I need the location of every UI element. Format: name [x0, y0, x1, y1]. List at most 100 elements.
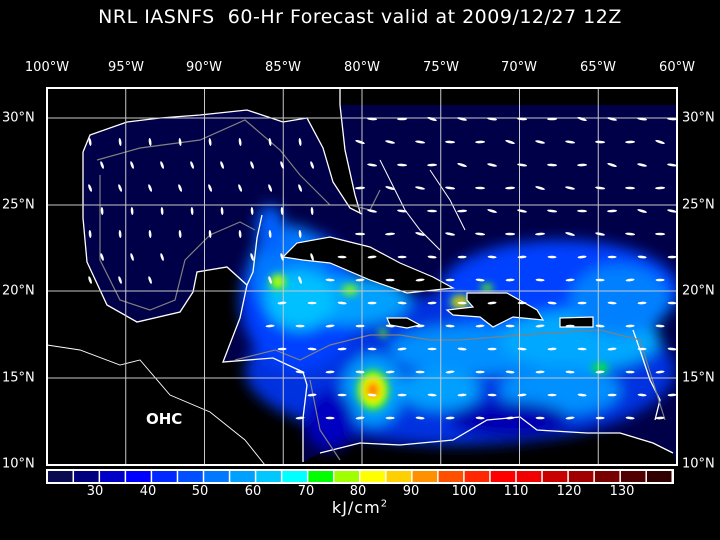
wind-arrow	[415, 278, 425, 282]
wind-arrow	[208, 138, 212, 146]
wind-arrow	[355, 416, 365, 420]
wind-arrow	[577, 301, 587, 305]
wind-arrow	[385, 232, 396, 236]
wind-arrow	[667, 393, 677, 397]
lon-label: 80°W	[344, 60, 380, 75]
wind-arrow	[565, 278, 575, 282]
wind-arrow	[385, 370, 395, 374]
wind-arrow	[457, 301, 467, 305]
wind-arrow	[577, 393, 587, 397]
wind-arrow	[637, 255, 647, 259]
wind-arrow	[445, 416, 455, 420]
wind-arrow	[130, 253, 134, 261]
wind-arrow	[355, 186, 366, 190]
wind-arrow	[427, 116, 437, 122]
wind-arrow	[547, 347, 557, 351]
colorbar-unit: kJ/cm2	[332, 498, 388, 517]
wind-arrow	[487, 163, 497, 167]
wind-arrow	[148, 138, 152, 146]
lat-label: 10°N	[2, 456, 35, 472]
colorbar-tick: 60	[244, 484, 262, 499]
wind-arrow	[337, 393, 347, 397]
wind-arrow	[637, 117, 648, 121]
ohc-hotspot	[379, 329, 387, 337]
wind-arrow	[445, 370, 455, 374]
wind-arrow	[505, 416, 515, 420]
wind-arrow	[310, 207, 314, 215]
wind-arrow	[457, 117, 467, 121]
ohc-hotspot	[592, 364, 608, 372]
colorbar-swatch	[282, 471, 307, 482]
wind-arrow	[427, 163, 438, 167]
wind-arrow	[298, 138, 302, 146]
wind-arrow	[637, 209, 647, 213]
wind-arrow	[667, 209, 677, 213]
ohc-hotspot	[369, 385, 375, 395]
wind-arrow	[625, 324, 635, 328]
wind-arrow	[667, 117, 677, 121]
ohc-hotspot	[481, 284, 493, 292]
lat-label: 15°N	[682, 370, 715, 386]
wind-arrow	[445, 232, 456, 236]
wind-arrow	[655, 232, 666, 236]
wind-arrow	[265, 324, 275, 328]
wind-arrow	[88, 230, 92, 238]
field-label: OHC	[146, 410, 183, 428]
colorbar	[46, 469, 674, 484]
wind-arrow	[118, 230, 122, 238]
colorbar-swatch	[568, 471, 594, 482]
lat-label: 25°N	[2, 197, 35, 213]
wind-arrow	[325, 324, 335, 328]
wind-arrow	[535, 278, 545, 282]
wind-arrow	[475, 370, 485, 374]
wind-arrow	[607, 117, 617, 121]
colorbar-swatch	[230, 471, 255, 482]
colorbar-swatch	[256, 471, 281, 482]
wind-arrow	[487, 301, 497, 305]
wind-arrow	[535, 416, 545, 420]
wind-arrow	[277, 301, 287, 305]
wind-arrow	[667, 255, 677, 259]
wind-arrow	[325, 278, 335, 282]
colorbar-swatch	[48, 471, 73, 482]
wind-arrow	[367, 163, 378, 167]
colorbar-tick: 50	[191, 484, 209, 499]
wind-arrow	[577, 209, 588, 213]
wind-arrow	[160, 207, 164, 215]
wind-arrow	[517, 117, 528, 121]
colorbar-tick: 90	[402, 484, 420, 499]
wind-arrow	[457, 209, 468, 213]
wind-arrow	[517, 347, 527, 351]
wind-arrow	[625, 186, 636, 190]
wind-arrow	[355, 370, 365, 374]
wind-arrow	[118, 184, 122, 192]
wind-arrow	[517, 163, 528, 167]
ohc-contour	[450, 402, 570, 438]
colorbar-swatch	[308, 471, 333, 482]
wind-arrow	[505, 186, 516, 190]
ohc-contour	[570, 265, 670, 335]
wind-arrow	[625, 416, 635, 420]
colorbar-swatch	[594, 471, 620, 482]
wind-arrow	[625, 278, 635, 282]
wind-arrow	[88, 276, 92, 284]
lon-label: 100°W	[24, 60, 70, 75]
colorbar-swatch	[412, 471, 438, 482]
wind-arrow	[595, 278, 605, 282]
wind-arrow	[397, 255, 407, 259]
cuba	[281, 236, 455, 294]
wind-arrow	[487, 347, 497, 351]
wind-arrow	[310, 253, 314, 261]
wind-arrow	[325, 370, 335, 374]
colorbar-swatch	[620, 471, 646, 482]
colorbar-swatch	[334, 471, 359, 482]
lon-label: 60°W	[659, 60, 695, 75]
wind-arrow	[445, 140, 456, 144]
lat-label: 20°N	[2, 283, 35, 299]
wind-arrow	[655, 186, 666, 190]
wind-arrow	[367, 255, 377, 259]
colorbar-swatch	[646, 471, 672, 482]
wind-arrow	[397, 347, 407, 351]
wind-arrow	[577, 255, 587, 259]
wind-arrow	[577, 347, 587, 351]
